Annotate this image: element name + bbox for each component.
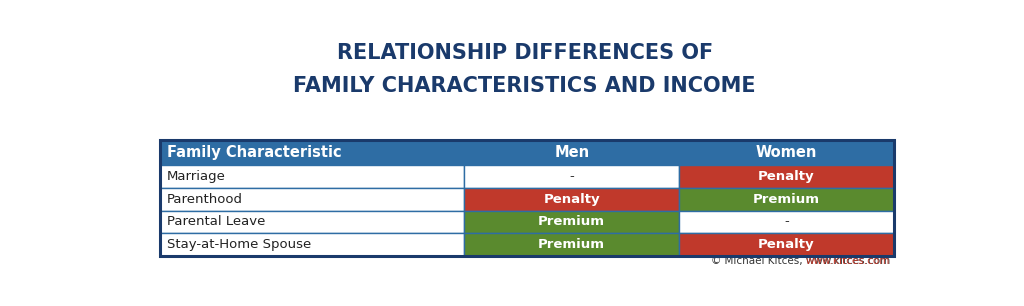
Text: Premium: Premium <box>753 193 820 206</box>
FancyBboxPatch shape <box>160 188 465 211</box>
FancyBboxPatch shape <box>160 165 465 188</box>
FancyBboxPatch shape <box>465 211 679 233</box>
Text: Men: Men <box>554 145 589 160</box>
Text: RELATIONSHIP DIFFERENCES OF: RELATIONSHIP DIFFERENCES OF <box>337 43 713 63</box>
Text: www.kitces.com: www.kitces.com <box>806 256 890 267</box>
Text: Parental Leave: Parental Leave <box>167 215 265 228</box>
Text: Parenthood: Parenthood <box>167 193 243 206</box>
FancyBboxPatch shape <box>465 233 679 256</box>
Text: Penalty: Penalty <box>758 238 815 251</box>
Text: -: - <box>784 215 788 228</box>
FancyBboxPatch shape <box>465 140 679 165</box>
FancyBboxPatch shape <box>160 211 465 233</box>
FancyBboxPatch shape <box>679 165 894 188</box>
FancyBboxPatch shape <box>679 211 894 233</box>
FancyBboxPatch shape <box>160 140 465 165</box>
Text: Premium: Premium <box>539 215 605 228</box>
FancyBboxPatch shape <box>160 233 465 256</box>
Text: Women: Women <box>756 145 817 160</box>
FancyBboxPatch shape <box>679 140 894 165</box>
Text: Penalty: Penalty <box>544 193 600 206</box>
Text: Stay-at-Home Spouse: Stay-at-Home Spouse <box>167 238 311 251</box>
FancyBboxPatch shape <box>679 188 894 211</box>
FancyBboxPatch shape <box>465 188 679 211</box>
Text: Premium: Premium <box>539 238 605 251</box>
Text: Family Characteristic: Family Characteristic <box>167 145 342 160</box>
Text: -: - <box>569 170 574 183</box>
FancyBboxPatch shape <box>465 165 679 188</box>
Text: © Michael Kitces, www.kitces.com: © Michael Kitces, www.kitces.com <box>711 256 890 267</box>
Text: Marriage: Marriage <box>167 170 226 183</box>
Text: Penalty: Penalty <box>758 170 815 183</box>
FancyBboxPatch shape <box>679 233 894 256</box>
Text: FAMILY CHARACTERISTICS AND INCOME: FAMILY CHARACTERISTICS AND INCOME <box>294 76 756 95</box>
